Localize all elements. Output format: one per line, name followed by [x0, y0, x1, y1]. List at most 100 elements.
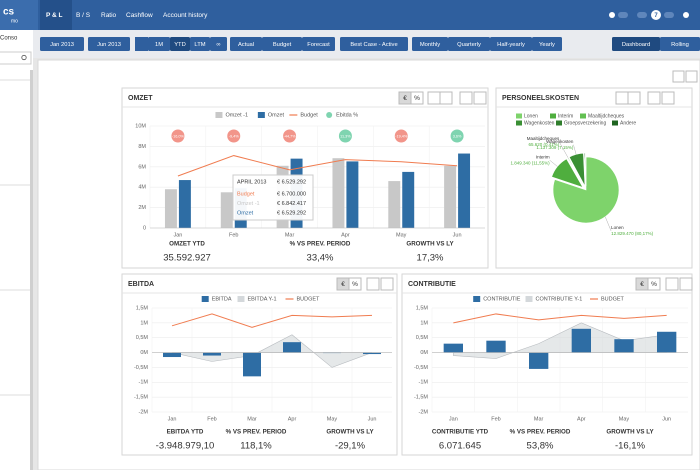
toolbar-button[interactable] — [612, 37, 660, 51]
panel-icon[interactable] — [665, 277, 679, 291]
toolbar-group-icon — [135, 37, 148, 51]
kpi-label: GROWTH VS LY — [326, 429, 374, 436]
pie-label-value: 65.620 (0,41%) — [529, 142, 560, 147]
panel-icon[interactable] — [615, 91, 629, 105]
legend-label: Lonen — [524, 113, 538, 119]
sidebar-title: Conso — [0, 36, 18, 42]
bubble-label: 3,6% — [453, 135, 462, 139]
pie-slice — [568, 152, 586, 187]
toolbar-button[interactable] — [230, 37, 262, 51]
toolbar-button[interactable] — [490, 37, 532, 51]
grid-icon[interactable] — [685, 70, 698, 83]
y-tick-label: 1,5M — [416, 305, 429, 311]
toolbar-button[interactable] — [340, 37, 408, 51]
toolbar-button[interactable] — [40, 37, 84, 51]
panel-icon[interactable] — [439, 91, 453, 105]
panel-icon[interactable] — [380, 277, 394, 291]
x-tick-label: Mar — [285, 232, 295, 238]
toolbar-button[interactable] — [88, 37, 130, 51]
panel-icon[interactable] — [427, 91, 441, 105]
x-tick-label: Apr — [577, 416, 586, 422]
toggle[interactable] — [637, 12, 647, 18]
bubble-label: -16,0% — [172, 135, 185, 139]
grid-icon[interactable] — [672, 70, 685, 83]
toolbar-button[interactable] — [302, 37, 335, 51]
x-tick-label: Apr — [341, 232, 350, 238]
logo: cs — [3, 7, 15, 18]
panel-icon[interactable] — [647, 91, 661, 105]
x-tick-label: May — [327, 416, 338, 422]
toolbar-button[interactable] — [262, 37, 302, 51]
legend-swatch — [201, 296, 209, 302]
tooltip-value: € 6.700.000 — [277, 191, 306, 197]
toolbar-button[interactable] — [210, 37, 227, 51]
unit-button[interactable] — [647, 277, 661, 291]
kpi-value: 6.071.645 — [439, 441, 481, 452]
nav-tab[interactable]: Ratio — [101, 12, 117, 19]
pie-label-name: Interim — [536, 154, 550, 159]
unit-button[interactable] — [348, 277, 362, 291]
nav-bar — [0, 0, 700, 30]
kpi-label: % VS PREV. PERIOD — [290, 241, 351, 248]
panel-title: CONTRIBUTIE — [408, 281, 456, 288]
kpi-value: -29,1% — [335, 441, 366, 452]
x-tick-label: Feb — [207, 416, 216, 422]
bubble — [227, 129, 241, 143]
tooltip-value: € 6.529.292 — [277, 210, 306, 216]
x-tick-label: Jan — [449, 416, 458, 422]
toolbar-button[interactable] — [660, 37, 700, 51]
bar — [486, 340, 506, 353]
toolbar-button-label: Best Case - Active — [350, 42, 397, 48]
bar — [444, 165, 457, 228]
toolbar-button[interactable] — [412, 37, 448, 51]
panel-icon[interactable] — [679, 277, 693, 291]
toolbar-button[interactable] — [448, 37, 490, 51]
y-tick-label: -1M — [419, 380, 429, 386]
y-tick-label: 0 — [143, 225, 146, 231]
toolbar-button[interactable] — [148, 37, 170, 51]
toolbar-button-label: Actual — [238, 42, 254, 48]
bubble-label: 11,3% — [340, 135, 351, 139]
panel-icon[interactable] — [627, 91, 641, 105]
y-tick-label: 0M — [140, 350, 148, 356]
bell-icon[interactable] — [609, 12, 615, 18]
legend-swatch — [580, 113, 586, 119]
bubble — [283, 129, 297, 143]
pie-leader — [573, 144, 577, 155]
search-box[interactable] — [0, 51, 32, 65]
panel-icon[interactable] — [473, 91, 487, 105]
panel-icon[interactable] — [459, 91, 473, 105]
user-icon[interactable] — [683, 12, 689, 18]
nav-tab[interactable]: Account history — [163, 12, 208, 19]
panel-icon[interactable] — [661, 91, 675, 105]
bar — [283, 342, 301, 353]
unit-button[interactable] — [410, 91, 424, 105]
nav-tab[interactable]: P & L — [46, 12, 63, 19]
bar — [529, 352, 549, 369]
toggle[interactable] — [664, 12, 674, 18]
legend-label: Interim — [558, 113, 573, 119]
y-tick-label: -0,5M — [414, 365, 428, 371]
toolbar-button[interactable] — [170, 37, 190, 51]
x-tick-label: Feb — [491, 416, 500, 422]
panel-icon[interactable] — [366, 277, 380, 291]
toolbar-button-label: Yearly — [539, 42, 555, 48]
unit-label: € — [403, 95, 407, 102]
toolbar-button[interactable] — [190, 37, 210, 51]
pie-leader — [549, 160, 558, 167]
kpi-label: OMZET YTD — [169, 241, 205, 248]
legend-swatch — [525, 296, 533, 302]
legend-label: Ebitda % — [336, 112, 358, 118]
toggle[interactable] — [618, 12, 628, 18]
nav-tab[interactable]: Cashflow — [126, 12, 153, 19]
toolbar-button[interactable] — [532, 37, 562, 51]
nav-tab[interactable]: B / S — [76, 12, 91, 19]
x-tick-label: Mar — [534, 416, 544, 422]
x-tick-label: Jun — [453, 232, 462, 238]
logo-sub: mo — [11, 18, 18, 24]
bubble-label: -44,7% — [284, 135, 297, 139]
y-tick-label: 10M — [135, 123, 146, 129]
scrollbar[interactable] — [30, 70, 33, 470]
legend-label: EBITDA Y-1 — [248, 296, 277, 302]
legend-swatch — [612, 120, 618, 126]
